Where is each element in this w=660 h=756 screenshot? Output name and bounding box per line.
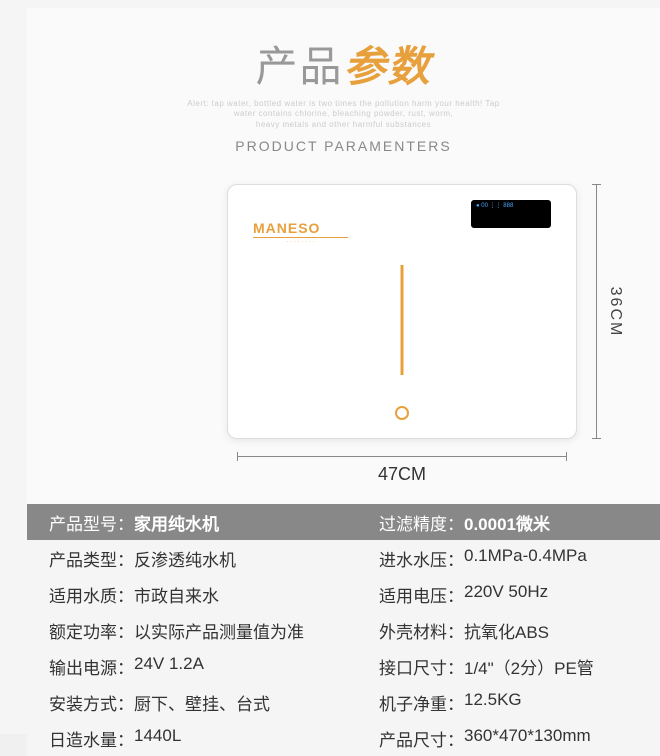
spec-cell-right: 过滤精度：0.0001微米: [357, 510, 660, 535]
spec-label: 适用水质：: [49, 582, 134, 607]
spec-label: 安装方式：: [49, 690, 134, 715]
device-screen: ● 00 ⋮⋮ 888: [471, 200, 551, 228]
spec-label: 接口尺寸：: [379, 654, 464, 679]
spec-value: 360*470*130mm: [464, 726, 591, 751]
spec-cell-left: 输出电源：24V 1.2A: [27, 654, 357, 679]
spec-cell-right: 产品尺寸：360*470*130mm: [357, 726, 660, 751]
spec-cell-left: 适用水质：市政自来水: [27, 582, 357, 607]
spec-label: 额定功率：: [49, 618, 134, 643]
dimension-height: 36CM: [592, 184, 612, 439]
spec-cell-left: 额定功率：以实际产品测量值为准: [27, 618, 357, 643]
spec-cell-right: 进水水压：0.1MPa-0.4MPa: [357, 546, 660, 571]
device-knob-icon: [395, 406, 409, 420]
spec-label: 适用电压：: [379, 582, 464, 607]
device-brand-label: MANESO: [253, 220, 320, 236]
spec-label: 外壳材料：: [379, 618, 464, 643]
spec-value: 0.1MPa-0.4MPa: [464, 546, 587, 571]
spec-value: 0.0001微米: [464, 510, 550, 535]
spec-cell-right: 外壳材料：抗氧化ABS: [357, 618, 660, 643]
spec-label: 过滤精度：: [379, 510, 464, 535]
spec-cell-right: 适用电压：220V 50Hz: [357, 582, 660, 607]
dimension-width: 47CM: [237, 452, 567, 492]
spec-cell-left: 安装方式：厨下、壁挂、台式: [27, 690, 357, 715]
title-block: 产品参数: [27, 33, 660, 94]
spec-label: 机子净重：: [379, 690, 464, 715]
alert-line-2: water contains chlorine, bleaching powde…: [27, 109, 660, 119]
spec-cell-right: 接口尺寸：1/4"（2分）PE管: [357, 654, 660, 679]
title-cn-part1: 产品: [255, 43, 343, 90]
spec-value: 以实际产品测量值为准: [134, 618, 304, 643]
spec-value: 12.5KG: [464, 690, 522, 715]
subtitle-en: PRODUCT PARAMENTERS: [27, 138, 660, 154]
spec-value: 反渗透纯水机: [134, 546, 236, 571]
spec-label: 产品尺寸：: [379, 726, 464, 751]
spec-cell-left: 产品类型：反渗透纯水机: [27, 546, 357, 571]
dimension-height-line: [596, 184, 597, 439]
page-root: 产品参数 Alert: tap water, bottled water is …: [0, 0, 660, 734]
spec-table: 产品型号：家用纯水机过滤精度：0.0001微米产品类型：反渗透纯水机进水水压：0…: [27, 504, 660, 756]
dimension-width-label: 47CM: [378, 464, 426, 485]
dimension-width-line: [237, 456, 567, 457]
content-panel: 产品参数 Alert: tap water, bottled water is …: [27, 8, 660, 734]
spec-row: 产品类型：反渗透纯水机进水水压：0.1MPa-0.4MPa: [27, 540, 660, 576]
spec-row: 适用水质：市政自来水适用电压：220V 50Hz: [27, 576, 660, 612]
spec-cell-left: 产品型号：家用纯水机: [27, 510, 357, 535]
spec-value: 抗氧化ABS: [464, 618, 549, 643]
spec-row: 额定功率：以实际产品测量值为准外壳材料：抗氧化ABS: [27, 612, 660, 648]
spec-label: 日造水量：: [49, 726, 134, 751]
spec-row: 产品型号：家用纯水机过滤精度：0.0001微米: [27, 504, 660, 540]
spec-label: 产品类型：: [49, 546, 134, 571]
product-figure: MANESO · · · · · · · · ● 00 ⋮⋮ 888 36CM …: [27, 184, 660, 504]
spec-label: 进水水压：: [379, 546, 464, 571]
spec-cell-right: 机子净重：12.5KG: [357, 690, 660, 715]
device-brand-sub: · · · · · · · ·: [253, 237, 348, 239]
device-accent-line: [401, 265, 404, 375]
spec-label: 输出电源：: [49, 654, 134, 679]
spec-value: 24V 1.2A: [134, 654, 204, 679]
spec-value: 1440L: [134, 726, 181, 751]
alert-line-1: Alert: tap water, bottled water is two t…: [27, 99, 660, 109]
spec-cell-left: 日造水量：1440L: [27, 726, 357, 751]
device-illustration: MANESO · · · · · · · · ● 00 ⋮⋮ 888: [227, 184, 577, 439]
spec-value: 市政自来水: [134, 582, 219, 607]
spec-label: 产品型号：: [49, 510, 134, 535]
dimension-height-label: 36CM: [606, 286, 624, 337]
spec-value: 220V 50Hz: [464, 582, 548, 607]
alert-text: Alert: tap water, bottled water is two t…: [27, 99, 660, 130]
spec-row: 日造水量：1440L产品尺寸：360*470*130mm: [27, 720, 660, 756]
spec-value: 厨下、壁挂、台式: [134, 690, 270, 715]
spec-value: 家用纯水机: [134, 510, 219, 535]
title-cn-part2: 参数: [344, 43, 432, 90]
spec-row: 安装方式：厨下、壁挂、台式机子净重：12.5KG: [27, 684, 660, 720]
spec-value: 1/4"（2分）PE管: [464, 654, 594, 679]
alert-line-3: heavy metals and other harmful substance…: [27, 120, 660, 130]
spec-row: 输出电源：24V 1.2A接口尺寸：1/4"（2分）PE管: [27, 648, 660, 684]
